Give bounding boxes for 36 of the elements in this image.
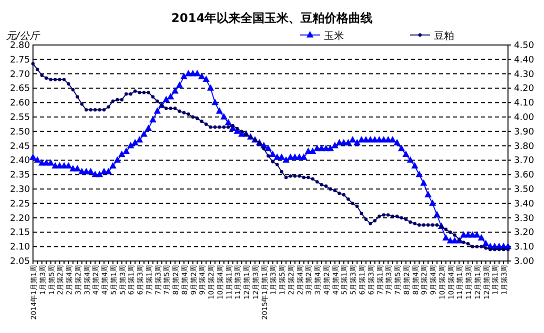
y-tick-label: 2.75 [10, 55, 30, 66]
y2-tick-label: 4.00 [514, 113, 534, 123]
y-tick-label: 2.10 [10, 242, 30, 253]
y2-tick-label: 3.10 [514, 242, 534, 253]
y2-tick-label: 3.50 [514, 185, 534, 195]
y2-tick-label: 4.40 [514, 55, 534, 66]
y-tick-label: 2.40 [10, 156, 30, 166]
y-tick-label: 2.70 [10, 70, 30, 80]
y-tick-label: 2.25 [10, 199, 30, 210]
y2-tick-label: 3.80 [514, 142, 534, 152]
y2-tick-label: 3.90 [514, 127, 534, 138]
y-tick-label: 2.35 [10, 170, 30, 181]
y2-tick-label: 4.30 [514, 70, 534, 80]
legend-label: 玉米 [324, 30, 344, 42]
y-axis-title: 元/公斤 [6, 30, 40, 42]
y-tick-label: 2.50 [10, 127, 30, 138]
y2-tick-label: 3.60 [514, 170, 534, 181]
y2-tick-label: 4.20 [514, 84, 534, 94]
y2-tick-label: 3.00 [514, 257, 534, 267]
y2-tick-label: 3.40 [514, 199, 534, 210]
y-tick-label: 2.55 [10, 113, 30, 123]
y2-tick-label: 4.50 [514, 41, 534, 51]
y2-tick-label: 3.30 [514, 214, 534, 224]
y-tick-label: 2.45 [10, 142, 30, 152]
y-tick-label: 2.60 [10, 98, 30, 109]
legend-label: 豆粕 [434, 31, 454, 42]
y-tick-label: 2.20 [10, 214, 30, 224]
y-tick-label: 2.80 [10, 41, 30, 51]
y2-tick-label: 3.70 [514, 156, 534, 166]
y-tick-label: 2.05 [10, 257, 30, 267]
y-tick-label: 2.30 [10, 185, 30, 195]
y2-tick-label: 3.20 [514, 228, 534, 238]
y2-tick-label: 4.10 [514, 98, 534, 109]
y-tick-label: 2.65 [10, 84, 30, 94]
chart-title: 2014年以来全国玉米、豆粕价格曲线 [171, 11, 373, 25]
y-tick-label: 2.15 [10, 228, 30, 238]
